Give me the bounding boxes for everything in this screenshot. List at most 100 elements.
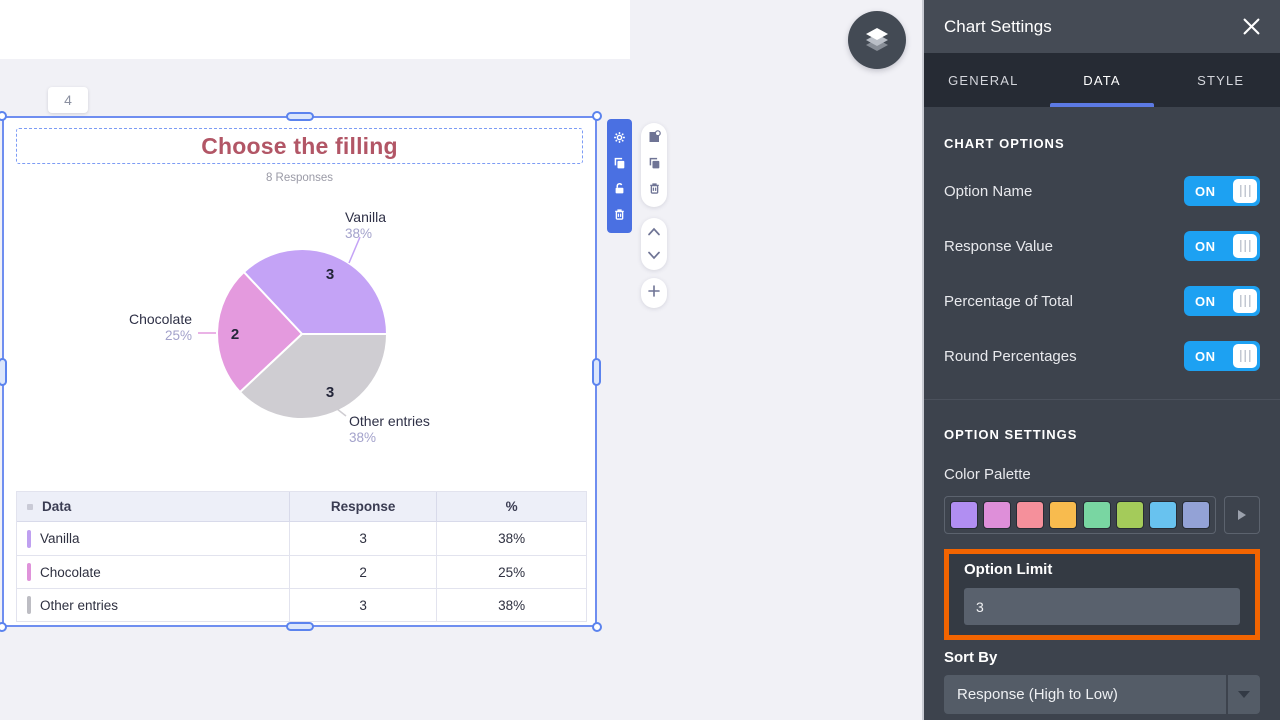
pie-slice-vanilla[interactable] — [242, 248, 389, 335]
sort-by-dropdown[interactable]: Response (High to Low) — [944, 675, 1260, 714]
row-color-bar — [27, 596, 31, 614]
panel-tabs: GENERAL DATA STYLE — [924, 53, 1280, 107]
layers-icon — [866, 27, 888, 51]
toggle-knob — [1233, 289, 1257, 313]
chart-options-section: CHART OPTIONS Option Name ON Response Va… — [924, 107, 1280, 399]
option-row-percentage-of-total: Percentage of Total ON — [944, 286, 1260, 316]
leader-line-vanilla — [348, 236, 361, 264]
arrow-right-icon — [1238, 510, 1246, 520]
table-header-percent: % — [436, 492, 586, 521]
page-settings-icon[interactable] — [647, 130, 661, 149]
chevron-down-icon[interactable] — [647, 247, 661, 265]
slice-value-vanilla: 3 — [326, 266, 334, 283]
section-toolbar — [641, 123, 667, 207]
chart-options-heading: CHART OPTIONS — [944, 136, 1065, 151]
toggle-state-label: ON — [1195, 348, 1216, 364]
chevron-up-icon[interactable] — [647, 223, 661, 241]
color-palette — [944, 496, 1260, 534]
resize-handle-top[interactable] — [285, 112, 314, 121]
color-palette-label: Color Palette — [944, 466, 1031, 483]
palette-swatch[interactable] — [1049, 501, 1078, 529]
table-row: Vanilla 3 38% — [17, 522, 586, 555]
resize-handle-bottom[interactable] — [285, 622, 314, 631]
unlock-icon[interactable] — [613, 182, 626, 195]
resize-handle-right[interactable] — [592, 357, 601, 386]
toggle-knob — [1233, 344, 1257, 368]
layers-button[interactable] — [848, 11, 906, 69]
gear-icon[interactable] — [613, 131, 626, 144]
pie-slice-chocolate[interactable] — [216, 270, 304, 394]
option-row-response-value: Response Value ON — [944, 231, 1260, 261]
palette-swatch[interactable] — [1181, 501, 1210, 529]
option-limit-label: Option Limit — [964, 561, 1053, 578]
dropdown-arrow-button[interactable] — [1226, 675, 1260, 714]
option-name-toggle[interactable]: ON — [1184, 176, 1260, 206]
option-name-label: Option Name — [944, 182, 1033, 200]
option-settings-heading: OPTION SETTINGS — [944, 427, 1078, 442]
toggle-state-label: ON — [1195, 238, 1216, 254]
palette-next-button[interactable] — [1224, 496, 1260, 534]
resize-handle-top-left[interactable] — [0, 111, 7, 121]
chart-title-element[interactable]: Choose the filling — [16, 128, 583, 164]
option-limit-highlight: Option Limit 3 — [944, 549, 1260, 640]
response-value-toggle[interactable]: ON — [1184, 231, 1260, 261]
toggle-state-label: ON — [1195, 293, 1216, 309]
active-tab-underline — [1050, 103, 1154, 107]
duplicate-icon[interactable] — [613, 157, 626, 170]
response-value-label: Response Value — [944, 237, 1053, 255]
reorder-toolbar — [641, 218, 667, 270]
slice-value-chocolate: 2 — [231, 326, 239, 343]
plus-icon[interactable] — [647, 284, 661, 303]
panel-title: Chart Settings — [944, 16, 1052, 36]
option-row-round-percentages: Round Percentages ON — [944, 341, 1260, 371]
option-limit-input[interactable]: 3 — [964, 588, 1240, 625]
trash-icon[interactable] — [613, 208, 626, 221]
trash-icon[interactable] — [648, 182, 661, 200]
resize-handle-left[interactable] — [0, 357, 7, 386]
page-number-badge[interactable]: 4 — [48, 87, 88, 113]
drag-dot-icon — [27, 503, 33, 510]
sort-by-value[interactable]: Response (High to Low) — [944, 675, 1226, 714]
round-percentages-toggle[interactable]: ON — [1184, 341, 1260, 371]
resize-handle-top-right[interactable] — [592, 111, 602, 121]
percentage-of-total-toggle[interactable]: ON — [1184, 286, 1260, 316]
resize-handle-bottom-right[interactable] — [592, 622, 602, 632]
slice-label-other: Other entries — [349, 413, 430, 429]
duplicate-icon[interactable] — [648, 157, 661, 175]
palette-swatch[interactable] — [1148, 501, 1177, 529]
palette-swatch[interactable] — [1115, 501, 1144, 529]
resize-handle-bottom-left[interactable] — [0, 622, 7, 632]
pie-slice-other[interactable] — [238, 333, 389, 420]
toggle-state-label: ON — [1195, 183, 1216, 199]
palette-swatch[interactable] — [1082, 501, 1111, 529]
slice-label-vanilla: Vanilla — [345, 209, 386, 225]
chart-data-table: Data Response % Vanilla 3 38% Chocolate … — [16, 491, 587, 622]
slice-percent-vanilla: 38% — [345, 226, 372, 241]
percentage-of-total-label: Percentage of Total — [944, 292, 1073, 310]
table-header-response: Response — [288, 492, 436, 521]
caret-down-icon — [1238, 691, 1250, 698]
palette-swatch[interactable] — [983, 501, 1012, 529]
palette-swatches — [944, 496, 1216, 534]
tab-style[interactable]: STYLE — [1197, 72, 1245, 88]
chart-settings-panel: Chart Settings GENERAL DATA STYLE CHART … — [922, 0, 1280, 720]
slice-label-chocolate: Chocolate — [129, 311, 192, 327]
palette-swatch[interactable] — [1016, 501, 1045, 529]
tab-data[interactable]: DATA — [1043, 53, 1162, 107]
chart-widget[interactable]: Choose the filling 8 Responses Vanilla 3… — [0, 111, 602, 632]
pie-chart: Vanilla 38% Chocolate 25% Other entries … — [129, 209, 430, 445]
option-settings-section: OPTION SETTINGS Color Palette Option Lim… — [924, 399, 1280, 640]
toggle-knob — [1233, 179, 1257, 203]
toggle-knob — [1233, 234, 1257, 258]
palette-swatch[interactable] — [950, 501, 978, 529]
table-row: Other entries 3 38% — [17, 588, 586, 621]
table-header-data: Data — [17, 492, 289, 521]
option-row-option-name: Option Name ON — [944, 176, 1260, 206]
sort-by-section: Sort By Response (High to Low) — [924, 649, 1280, 714]
slice-value-other: 3 — [326, 384, 334, 401]
tab-data-label: DATA — [1083, 72, 1121, 88]
close-icon[interactable] — [1240, 16, 1262, 38]
widget-toolbar — [607, 119, 632, 233]
table-header-row: Data Response % — [17, 492, 586, 522]
tab-general[interactable]: GENERAL — [948, 72, 1019, 88]
